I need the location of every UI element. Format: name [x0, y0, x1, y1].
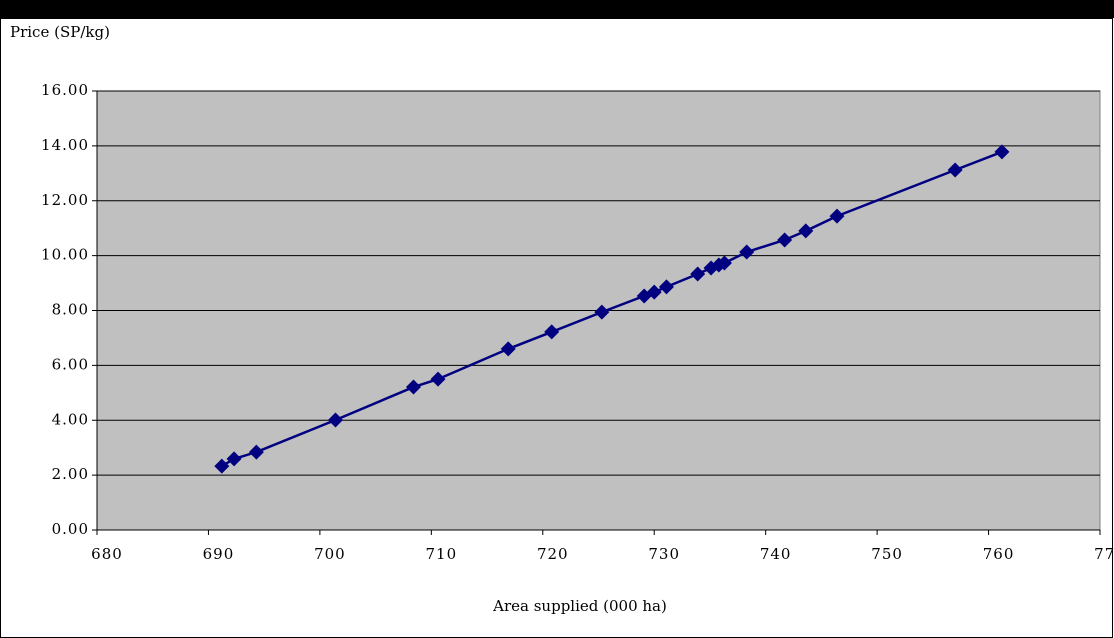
- data-point: [947, 162, 963, 178]
- y-tick-label: 4.00: [52, 410, 89, 428]
- data-point: [544, 324, 560, 340]
- data-point: [327, 412, 343, 428]
- cropped-header: [0, 0, 1114, 18]
- x-tick-label: 770: [1094, 545, 1114, 563]
- y-tick-label: 14.00: [41, 136, 89, 154]
- data-point: [248, 444, 264, 460]
- y-tick-label: 10.00: [41, 246, 89, 264]
- data-point: [500, 341, 516, 357]
- x-tick-label: 700: [314, 545, 346, 563]
- data-point: [716, 255, 732, 271]
- data-point: [226, 451, 242, 467]
- data-point: [798, 223, 814, 239]
- y-tick-label: 6.00: [52, 355, 89, 373]
- x-tick-label: 710: [426, 545, 458, 563]
- x-tick-label: 730: [648, 545, 680, 563]
- x-tick-label: 750: [871, 545, 903, 563]
- y-tick-label: 0.00: [52, 520, 89, 538]
- x-tick-label: 680: [91, 545, 123, 563]
- x-axis-label: Area supplied (000 ha): [492, 597, 667, 615]
- y-tick-label: 2.00: [52, 465, 89, 483]
- data-point: [214, 458, 230, 474]
- data-point: [594, 304, 610, 320]
- data-point: [690, 266, 706, 282]
- y-tick-label: 16.00: [41, 81, 89, 99]
- y-tick-label: 8.00: [52, 301, 89, 319]
- data-point: [658, 279, 674, 295]
- y-tick-label: 12.00: [41, 191, 89, 209]
- x-tick-label: 720: [537, 545, 569, 563]
- x-tick-label: 760: [983, 545, 1015, 563]
- data-point: [829, 208, 845, 224]
- x-tick-label: 690: [203, 545, 235, 563]
- data-point: [739, 244, 755, 260]
- y-axis-label: Price (SP/kg): [10, 23, 110, 41]
- series-line: [221, 150, 1003, 468]
- data-point: [777, 232, 793, 248]
- data-point: [646, 284, 662, 300]
- data-point: [406, 379, 422, 395]
- x-tick-label: 740: [760, 545, 792, 563]
- data-point: [430, 371, 446, 387]
- data-point: [994, 144, 1010, 160]
